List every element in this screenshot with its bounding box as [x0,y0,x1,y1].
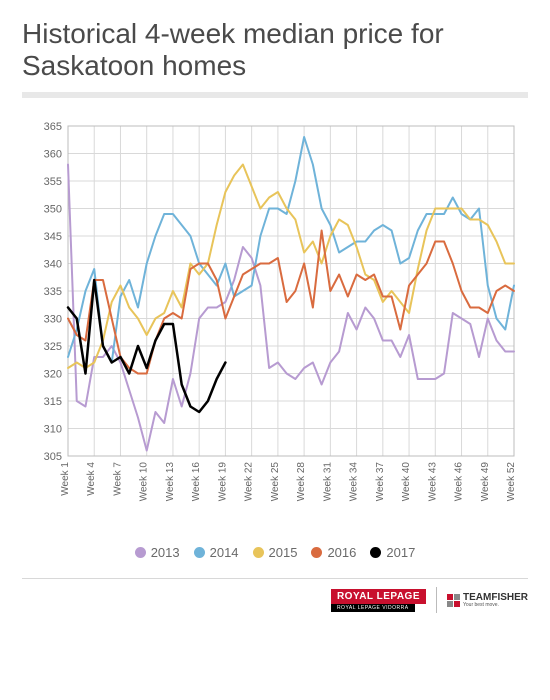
footer-logos: ROYAL LEPAGE ROYAL LEPAGE VIDORRA TEAMFI… [22,587,528,613]
svg-text:340: 340 [44,259,62,271]
svg-text:Week 10: Week 10 [139,462,150,502]
svg-text:Week 52: Week 52 [506,462,517,502]
svg-text:330: 330 [44,314,62,326]
svg-text:315: 315 [44,396,62,408]
teamfisher-squares-icon [447,594,460,607]
svg-text:Week 4: Week 4 [86,462,97,496]
svg-text:Week 7: Week 7 [112,462,123,496]
teamfisher-logo: TEAMFISHER Your best move. [447,593,528,608]
svg-text:Week 40: Week 40 [401,462,412,502]
svg-text:Week 34: Week 34 [349,462,360,502]
royal-lepage-main: ROYAL LEPAGE [331,589,426,604]
svg-text:Week 31: Week 31 [322,462,333,502]
footer-rule [22,578,528,579]
legend-item: 2017 [370,545,415,560]
svg-text:Week 13: Week 13 [165,462,176,502]
svg-text:Week 28: Week 28 [296,462,307,502]
svg-text:Week 46: Week 46 [454,462,465,502]
svg-text:320: 320 [44,369,62,381]
legend-label: 2015 [269,545,298,560]
svg-text:Week 1: Week 1 [60,462,71,496]
svg-text:325: 325 [44,341,62,353]
legend-label: 2013 [151,545,180,560]
royal-lepage-sub: ROYAL LEPAGE VIDORRA [331,604,415,612]
legend-swatch [311,547,322,558]
legend-swatch [253,547,264,558]
legend-item: 2013 [135,545,180,560]
svg-text:Week 16: Week 16 [191,462,202,502]
logo-divider [436,587,437,613]
svg-text:Week 43: Week 43 [427,462,438,502]
legend-label: 2017 [386,545,415,560]
legend-swatch [194,547,205,558]
svg-text:365: 365 [44,121,62,133]
chart-container: 305 310 315 320 325 330 335 340 345 350 355 360 365 W… [22,118,528,533]
legend-item: 2015 [253,545,298,560]
svg-text:Week 22: Week 22 [244,462,255,502]
legend: 2013 2014 2015 2016 2017 [22,545,528,560]
svg-text:345: 345 [44,231,62,243]
teamfisher-sub: Your best move. [463,603,528,608]
legend-swatch [370,547,381,558]
svg-text:310: 310 [44,424,62,436]
teamfisher-text: TEAMFISHER Your best move. [463,593,528,608]
chart-title: Historical 4-week median price for Saska… [22,18,528,82]
legend-swatch [135,547,146,558]
svg-text:Week 49: Week 49 [480,462,491,502]
title-rule [22,92,528,98]
royal-lepage-logo: ROYAL LEPAGE ROYAL LEPAGE VIDORRA [331,589,426,612]
svg-text:335: 335 [44,286,62,298]
legend-item: 2016 [311,545,356,560]
legend-label: 2016 [327,545,356,560]
svg-text:Week 37: Week 37 [375,462,386,502]
svg-text:355: 355 [44,176,62,188]
svg-text:Week 19: Week 19 [217,462,228,502]
legend-item: 2014 [194,545,239,560]
legend-label: 2014 [210,545,239,560]
svg-text:305: 305 [44,451,62,463]
svg-text:360: 360 [44,149,62,161]
line-chart: 305 310 315 320 325 330 335 340 345 350 355 360 365 W… [22,118,522,528]
svg-text:Week 25: Week 25 [270,462,281,502]
svg-text:350: 350 [44,204,62,216]
